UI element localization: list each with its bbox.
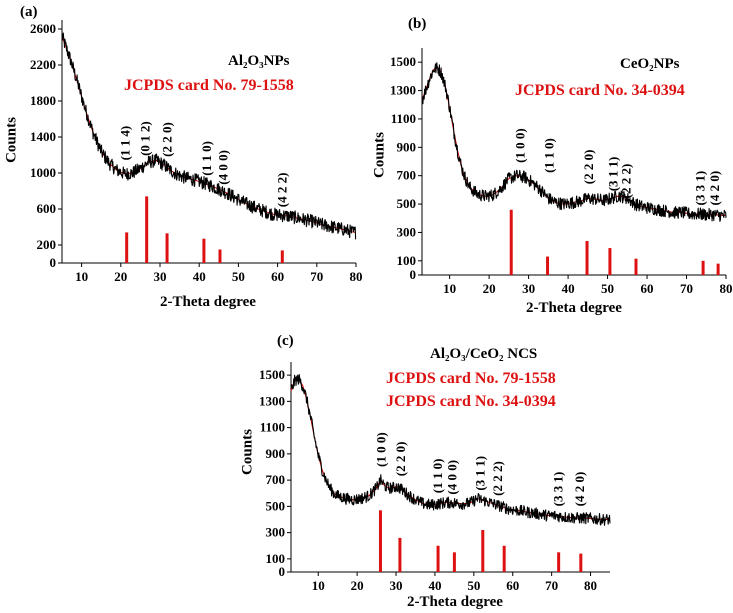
y-tick-label: 300 [397,224,417,239]
y-tick-label: 0 [279,564,286,579]
peak-label: (3 1 1) [606,157,621,192]
y-tick-label: 700 [397,168,417,183]
x-tick-label: 30 [154,269,167,284]
x-tick-label: 50 [601,281,614,296]
x-tick-label: 30 [522,281,535,296]
peak-label: (1 1 0) [541,138,556,173]
y-axis-label: Counts [371,132,387,178]
x-tick-label: 40 [428,578,441,593]
y-tick-label: 2200 [30,57,56,72]
y-tick-label: 100 [266,551,286,566]
x-tick-label: 40 [193,269,206,284]
panel-0: 10 20 30 40 50 60 70 80 0 200 600 1000 1400 1800 2200 2… [3,4,362,310]
peak-label: (0 1 2) [138,121,153,156]
jcpds-label: JCPDS card No. 79-1558 [386,370,556,387]
peak-label: (4 2 0) [707,171,722,206]
x-axis-label: 2-Theta degree [407,594,503,610]
y-tick-label: 1100 [391,111,416,126]
panel-label: (b) [408,16,426,32]
x-tick-label: 10 [443,281,456,296]
x-tick-label: 30 [390,578,403,593]
xrd-pattern [290,374,611,526]
panel-title: Al₂O₃/CeO₂ NCS [430,346,537,362]
peak-label: (2 2 0) [160,122,175,157]
y-tick-label: 600 [37,201,57,216]
y-tick-label: 0 [50,255,57,270]
y-tick-label: 1300 [390,83,416,98]
peak-label: (4 0 0) [216,150,231,185]
peak-label: (1 1 0) [430,459,445,494]
peak-label: (1 0 0) [373,432,388,467]
x-tick-label: 20 [114,269,127,284]
y-tick-label: 1400 [30,129,56,144]
peak-label: (4 2 2) [274,173,289,208]
x-tick-label: 50 [467,578,480,593]
peak-label: (4 0 0) [445,460,460,495]
y-tick-label: 1800 [30,93,56,108]
x-tick-label: 80 [584,578,597,593]
y-axis-label: Counts [239,429,255,475]
peak-label: (1 1 4) [118,126,133,161]
y-tick-label: 700 [266,472,286,487]
x-tick-label: 60 [271,269,284,284]
peak-label: (3 1 1) [473,456,488,491]
y-tick-label: 1500 [259,367,285,382]
x-axis-label: 2-Theta degree [160,294,256,310]
x-tick-label: 60 [641,281,654,296]
y-tick-label: 1000 [30,165,56,180]
peak-label: (2 2 0) [393,442,408,477]
y-tick-label: 200 [37,237,57,252]
y-tick-label: 500 [397,196,417,211]
x-tick-label: 70 [310,269,323,284]
jcpds-label: JCPDS card No. 34-0394 [515,82,685,99]
x-tick-label: 10 [75,269,88,284]
x-tick-label: 60 [506,578,519,593]
peak-label: (2 2 0) [581,150,596,185]
fit-line [290,378,610,520]
peak-label: (2 2 2) [618,164,633,199]
x-tick-label: 70 [545,578,558,593]
panel-label: (a) [20,4,38,20]
xrd-pattern [421,62,727,222]
x-tick-label: 40 [562,281,575,296]
peak-label: (3 3 1) [550,472,565,507]
y-axis-label: Counts [3,117,19,163]
x-tick-label: 20 [351,578,364,593]
y-tick-label: 300 [266,525,286,540]
y-tick-label: 900 [266,446,286,461]
peak-label: (3 3 1) [693,171,708,206]
panel-title: CeO₂NPs [620,56,680,72]
peak-label: (4 2 0) [572,472,587,507]
x-tick-label: 50 [232,269,245,284]
x-tick-label: 10 [312,578,325,593]
y-tick-label: 500 [266,498,286,513]
y-tick-label: 100 [397,253,417,268]
y-tick-label: 900 [397,139,417,154]
y-tick-label: 1300 [259,393,285,408]
x-axis-label: 2-Theta degree [526,300,622,316]
xrd-pattern [61,32,357,240]
peak-label: (1 1 0) [199,141,214,176]
x-tick-label: 80 [350,269,363,284]
panel-label: (c) [277,333,294,349]
y-tick-label: 0 [410,267,417,282]
y-tick-label: 2600 [30,21,56,36]
y-tick-label: 1500 [390,54,416,69]
jcpds-label: JCPDS card No. 79-1558 [124,77,294,94]
peak-label: (1 0 0) [512,128,527,163]
y-tick-label: 1100 [260,420,285,435]
panel-title: Al₂O₃NPs [228,53,290,69]
fit-line [61,36,357,233]
peak-label: (2 2 2) [490,461,505,496]
x-tick-label: 80 [720,281,733,296]
x-tick-label: 70 [680,281,693,296]
jcpds-label: JCPDS card No. 34-0394 [386,393,556,410]
x-tick-label: 20 [483,281,496,296]
